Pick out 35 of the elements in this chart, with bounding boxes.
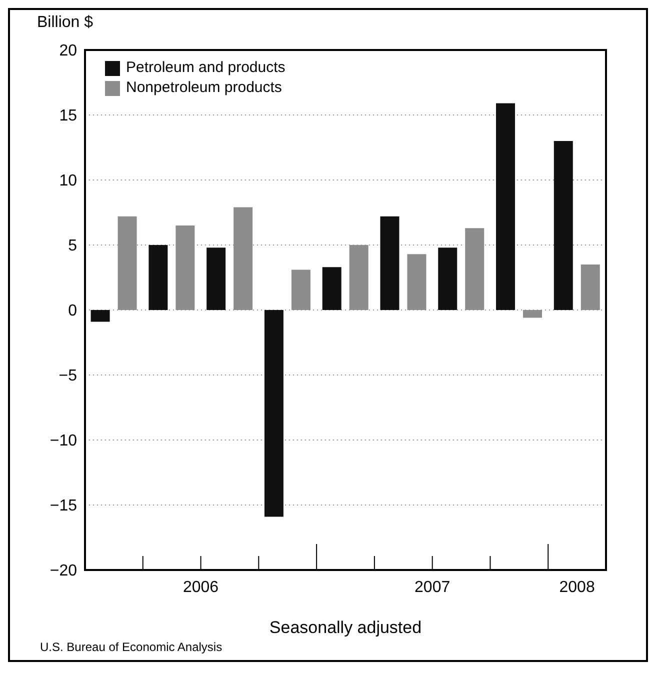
bar [322, 267, 342, 310]
bar [206, 248, 226, 310]
text: 2006 [182, 579, 219, 596]
text: 2008 [559, 579, 595, 596]
y-tick-label: 20 [59, 42, 78, 60]
bar [523, 310, 542, 318]
bar [438, 248, 458, 310]
bar [496, 103, 516, 310]
bar [291, 270, 310, 310]
legend-label: Nonpetroleum products [126, 78, 282, 98]
legend-label: Petroleum and products [126, 58, 286, 78]
y-tick-label: −10 [50, 432, 78, 450]
bar [234, 207, 253, 310]
text: U.S. Bureau of Economic Analysis [40, 640, 222, 654]
y-tick-label: −15 [50, 498, 78, 515]
y-tick-label: −5 [58, 368, 78, 385]
y-tick-label: 0 [68, 302, 78, 320]
bar [264, 310, 284, 517]
y-tick-label: 15 [59, 108, 78, 125]
bar [554, 141, 573, 310]
bar [148, 245, 168, 310]
bar [407, 254, 426, 310]
y-tick-label: −20 [50, 562, 78, 580]
bar [118, 216, 137, 310]
bar [176, 226, 195, 310]
x-axis-title: Seasonally adjusted [268, 618, 423, 638]
bar [465, 228, 484, 310]
y-tick-label: 5 [68, 238, 78, 255]
text: 2007 [414, 579, 450, 596]
bar [90, 310, 110, 322]
bar [380, 216, 400, 310]
y-axis-title: Billion $ [37, 14, 94, 32]
bar [349, 245, 368, 310]
y-tick-label: 10 [59, 172, 78, 190]
bar [580, 264, 600, 310]
